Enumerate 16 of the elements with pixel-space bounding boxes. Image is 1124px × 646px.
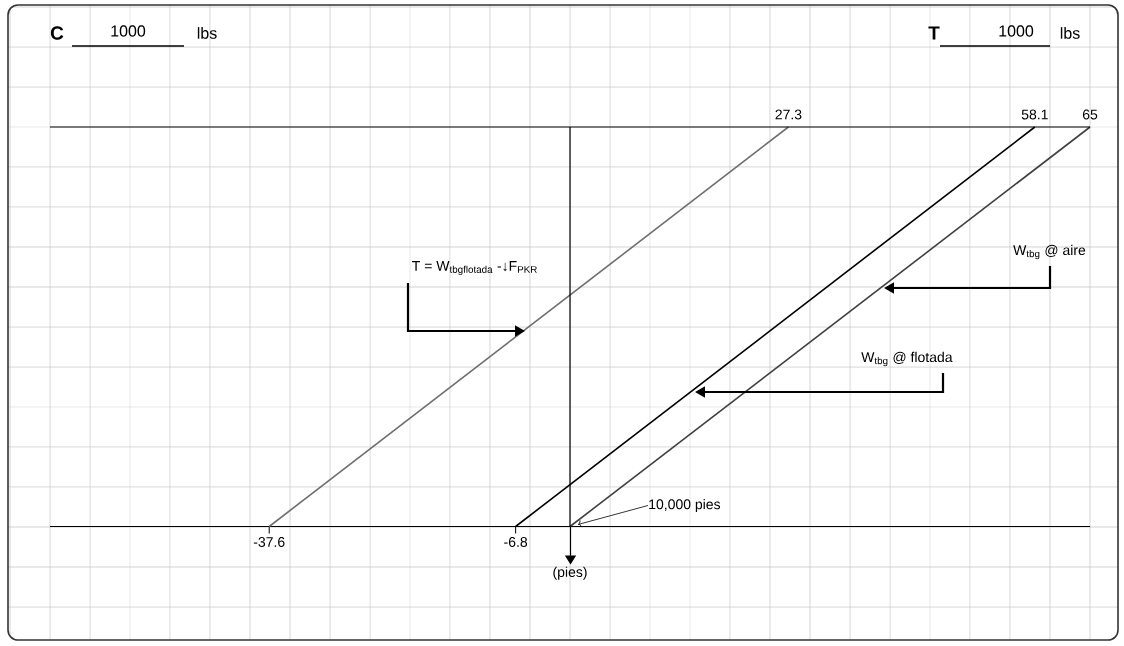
text: T — [928, 26, 940, 40]
text: lbs — [1060, 27, 1080, 39]
ref-line-label: (pies) — [553, 566, 587, 580]
x-tick-label: -6.8 — [504, 537, 528, 547]
x-tick-label: -37.6 — [253, 537, 285, 547]
text: lbs — [197, 27, 217, 39]
annotation: 10,000 pies — [649, 498, 721, 513]
x2-tick-label: 27.3 — [775, 109, 802, 120]
text: 1000 — [111, 25, 146, 37]
annotation: W$_{tbg}$ @ aire — [1013, 244, 1086, 260]
x2-tick-label: 58.1 — [1021, 109, 1048, 120]
annotation: W$_{tbg}$ @ flotada — [861, 351, 953, 367]
text: 1000 — [999, 25, 1034, 37]
annotation: $\text{T = W}_{\text{tbgflotada}}\text{ -↓F}_{\text{PKR}}$ — [412, 261, 537, 275]
x2-tick-label: 65 — [1082, 109, 1098, 120]
text: C — [50, 26, 64, 40]
